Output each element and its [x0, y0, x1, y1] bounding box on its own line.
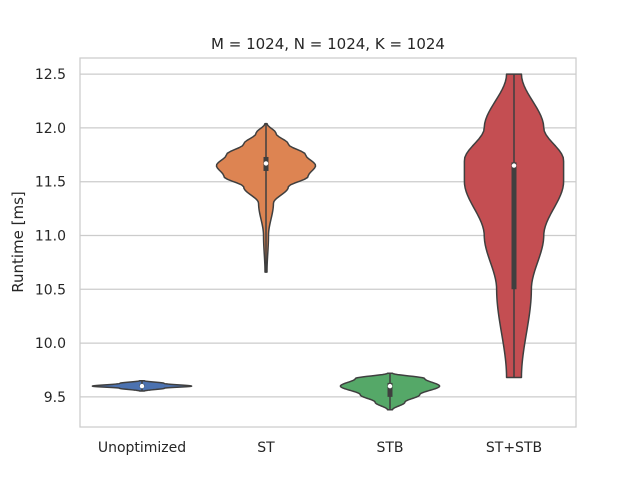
violin-stb	[339, 372, 441, 411]
y-tick-label: 10.0	[35, 336, 66, 352]
y-axis-label: Runtime [ms]	[9, 191, 27, 293]
violin-st	[215, 122, 317, 273]
x-tick-label: ST	[257, 440, 275, 456]
violin-median-dot	[139, 383, 145, 389]
x-tick-labels: Unoptimized ST STB ST+STB	[98, 440, 542, 456]
violin-unoptimized	[91, 379, 193, 392]
y-tick-label: 12.5	[35, 67, 66, 83]
y-tick-labels: 9.5 10.0 10.5 11.0 11.5 12.0 12.5	[35, 67, 66, 406]
y-tick-label: 11.5	[35, 175, 66, 191]
x-tick-label: Unoptimized	[98, 440, 186, 456]
x-tick-label: STB	[376, 440, 403, 456]
violin-median-dot	[511, 163, 517, 168]
y-tick-label: 11.0	[35, 229, 66, 245]
violin-median-dot	[387, 383, 393, 389]
y-tick-label: 9.5	[44, 390, 66, 406]
grid-lines	[80, 73, 576, 398]
violin-median-dot	[263, 161, 269, 166]
violins	[91, 73, 565, 411]
y-tick-label: 10.5	[35, 282, 66, 298]
chart-title: M = 1024, N = 1024, K = 1024	[211, 35, 445, 53]
y-tick-label: 12.0	[35, 121, 66, 137]
violin-st-stb	[463, 73, 565, 379]
plot-frame	[79, 57, 577, 428]
x-tick-label: ST+STB	[486, 440, 542, 456]
